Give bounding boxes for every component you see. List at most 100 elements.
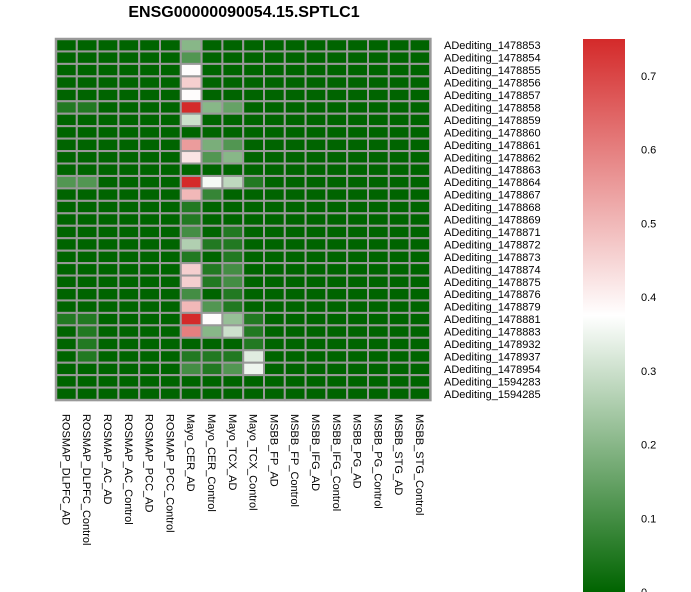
- heatmap-cell: [283, 75, 307, 90]
- heatmap-cell: [408, 150, 432, 165]
- heatmap-cell: [96, 162, 120, 177]
- heatmap-cell: [283, 100, 307, 115]
- heatmap-cell: [325, 75, 349, 90]
- heatmap-cell: [55, 125, 78, 140]
- heatmap-cell: [304, 311, 328, 327]
- column-label: Mayo_TCX_Control: [247, 414, 259, 511]
- heatmap-cell: [346, 336, 370, 352]
- heatmap-cell: [346, 199, 370, 215]
- row-label: ADediting_1478867: [444, 190, 541, 202]
- heatmap-cell: [387, 299, 411, 314]
- heatmap-cell: [117, 162, 141, 177]
- heatmap-cell: [283, 199, 307, 215]
- heatmap-cell: [117, 75, 141, 90]
- heatmap-cell: [242, 374, 265, 389]
- heatmap-cell: [325, 287, 349, 302]
- heatmap-cell: [75, 38, 99, 53]
- heatmap-cell: [242, 274, 265, 289]
- row-label: ADediting_1478937: [444, 351, 541, 363]
- heatmap-cell: [283, 212, 307, 227]
- heatmap-cell: [304, 249, 328, 265]
- heatmap-cell: [387, 324, 411, 339]
- heatmap-cell: [221, 150, 245, 165]
- heatmap-cell: [138, 212, 161, 227]
- heatmap-cell: [283, 87, 307, 103]
- heatmap-cell: [221, 50, 245, 65]
- heatmap-cell: [55, 150, 78, 165]
- heatmap-cell: [283, 386, 307, 402]
- heatmap-cell: [325, 237, 349, 252]
- heatmap-cell: [367, 249, 390, 265]
- heatmap-cell: [200, 349, 224, 364]
- heatmap-cell: [408, 249, 432, 265]
- heatmap-cell: [55, 374, 78, 389]
- heatmap-cell: [263, 212, 286, 227]
- heatmap-cell: [117, 287, 141, 302]
- row-label: ADediting_1478954: [444, 364, 541, 376]
- heatmap-cell: [117, 112, 141, 128]
- heatmap-cell: [75, 174, 99, 190]
- heatmap-cell: [179, 237, 203, 252]
- row-labels: ADediting_1478853ADediting_1478854ADedit…: [444, 40, 541, 401]
- row-label: ADediting_1478871: [444, 227, 541, 239]
- column-label: Mayo_CER_Control: [205, 414, 217, 512]
- heatmap-cell: [283, 125, 307, 140]
- heatmap-cell: [96, 374, 120, 389]
- heatmap-cell: [179, 137, 203, 153]
- heatmap-cell: [179, 274, 203, 289]
- heatmap-cell: [263, 262, 286, 277]
- heatmap-cell: [304, 287, 328, 302]
- heatmap-cell: [408, 349, 432, 364]
- heatmap-cell: [263, 137, 286, 153]
- heatmap-cell: [96, 38, 120, 53]
- heatmap-cell: [325, 162, 349, 177]
- heatmap-cell: [159, 287, 182, 302]
- heatmap-cell: [408, 38, 432, 53]
- heatmap-cell: [242, 262, 265, 277]
- heatmap-cells: [54, 37, 432, 402]
- column-label: MSBB_IFG_AD: [309, 414, 321, 491]
- column-label: Mayo_CER_AD: [184, 414, 196, 492]
- heatmap-cell: [325, 125, 349, 140]
- row-label: ADediting_1478932: [444, 339, 541, 351]
- heatmap-cell: [346, 212, 370, 227]
- heatmap-cell: [367, 50, 390, 65]
- heatmap-cell: [346, 374, 370, 389]
- heatmap-cell: [75, 199, 99, 215]
- legend-tick-label: 0.7: [641, 71, 656, 83]
- heatmap-cell: [200, 237, 224, 252]
- heatmap-cell: [138, 237, 161, 252]
- heatmap-cell: [408, 162, 432, 177]
- heatmap-cell: [221, 100, 245, 115]
- heatmap-cell: [138, 374, 161, 389]
- heatmap-cell: [200, 274, 224, 289]
- heatmap-cell: [304, 100, 328, 115]
- heatmap-cell: [304, 125, 328, 140]
- row-label: ADediting_1478869: [444, 215, 541, 227]
- heatmap-cell: [55, 38, 78, 53]
- heatmap-cell: [325, 324, 349, 339]
- column-labels: ROSMAP_DLPFC_AD ROSMAP_DLPFC_Control ROSMA…: [59, 414, 425, 545]
- row-label: ADediting_1478868: [444, 202, 541, 214]
- heatmap-cell: [408, 87, 432, 103]
- heatmap-cell: [55, 287, 78, 302]
- heatmap-cell: [242, 125, 265, 140]
- heatmap-cell: [242, 287, 265, 302]
- heatmap-cell: [367, 336, 390, 352]
- heatmap-cell: [263, 237, 286, 252]
- heatmap-cell: [387, 112, 411, 128]
- heatmap-cell: [221, 262, 245, 277]
- heatmap-cell: [138, 137, 161, 153]
- heatmap-cell: [96, 150, 120, 165]
- heatmap-cell: [283, 324, 307, 339]
- heatmap-cell: [367, 262, 390, 277]
- heatmap-cell: [367, 237, 390, 252]
- heatmap-cell: [346, 249, 370, 265]
- heatmap-cell: [117, 137, 141, 153]
- heatmap-cell: [55, 212, 78, 227]
- heatmap-cell: [221, 75, 245, 90]
- heatmap-cell: [55, 62, 78, 78]
- heatmap-cell: [304, 386, 328, 402]
- heatmap-cell: [75, 100, 99, 115]
